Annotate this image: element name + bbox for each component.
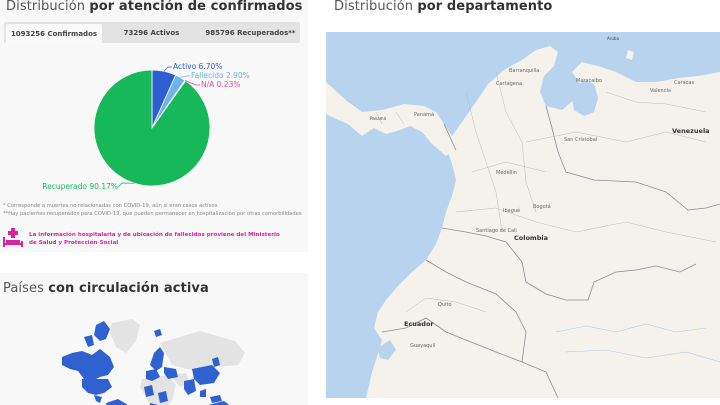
tab-confirmados[interactable]: 1093256 Confirmados xyxy=(6,24,102,43)
tab-recuperados[interactable]: 985796 Recuperados** xyxy=(205,28,296,37)
map-label-ibague: Ibagué xyxy=(503,208,521,214)
info-note: La información hospitalaria y de ubicaci… xyxy=(3,228,289,248)
map-label-colombia: Colombia xyxy=(514,234,548,242)
map-label-panama-country: Panamá xyxy=(370,116,387,121)
pie-slice-recuperado[interactable] xyxy=(93,69,211,187)
map-label-panama-city: Panamá xyxy=(414,112,435,118)
confirmados-card: Distribución por atención de confirmados… xyxy=(0,0,308,252)
pie-chart: Activo 6.70% Fallecido 2.90% N/A 0.23% R… xyxy=(0,55,308,195)
paises-card: Países con circulación activa xyxy=(0,273,308,405)
pie-chart-svg: Activo 6.70% Fallecido 2.90% N/A 0.23% R… xyxy=(42,62,250,191)
map-label-quito: Quito xyxy=(438,302,452,308)
label-na: N/A 0.23% xyxy=(201,80,240,89)
confirmados-title: Distribución por atención de confirmados xyxy=(6,0,303,14)
map-label-aruba: Aruba xyxy=(607,36,619,41)
info-text: La información hospitalaria y de ubicaci… xyxy=(29,232,280,246)
map-label-caracas: Caracas xyxy=(674,80,695,86)
departamento-title: Distribución por departamento xyxy=(334,0,553,14)
map-basemap xyxy=(326,46,720,398)
map-label-guayaquil: Guayaquil xyxy=(410,343,436,349)
map-label-venezuela: Venezuela xyxy=(672,127,710,135)
world-map[interactable] xyxy=(0,301,308,405)
map-label-barranquilla: Barranquilla xyxy=(509,68,540,74)
right-column: Distribución por departamento xyxy=(320,0,720,405)
hospital-bed-icon xyxy=(3,228,23,247)
paises-title: Países con circulación activa xyxy=(3,281,209,296)
tab-activos[interactable]: 73296 Activos xyxy=(123,28,180,37)
map-label-ecuador: Ecuador xyxy=(404,320,434,328)
label-activo: Activo 6.70% xyxy=(173,62,222,71)
map-label-medellin: Medellín xyxy=(496,170,517,176)
label-fallecido: Fallecido 2.90% xyxy=(191,71,250,80)
footnote-fallecidos: * Corresponde a muertes no relacionadas … xyxy=(3,203,218,209)
left-column: Distribución por atención de confirmados… xyxy=(0,0,308,405)
map-label-bogota: Bogotá xyxy=(533,204,551,210)
map-label-cali: Santiago de Cali xyxy=(476,228,517,234)
label-recuperado: Recuperado 90.17% xyxy=(42,182,118,191)
department-map[interactable]: Aruba Barranquilla Cartagena Maracaibo C… xyxy=(326,32,720,398)
map-label-maracaibo: Maracaibo xyxy=(576,78,602,84)
map-label-cartagena: Cartagena xyxy=(496,81,523,87)
footnote-recuperados: **Hay pacientes recuperados para COVID-1… xyxy=(3,211,302,217)
map-label-san-cristobal: San Cristóbal xyxy=(564,137,598,143)
confirmados-tabs: 1093256 Confirmados 73296 Activos 985796… xyxy=(4,22,300,43)
map-label-valencia: Valencia xyxy=(650,88,671,94)
